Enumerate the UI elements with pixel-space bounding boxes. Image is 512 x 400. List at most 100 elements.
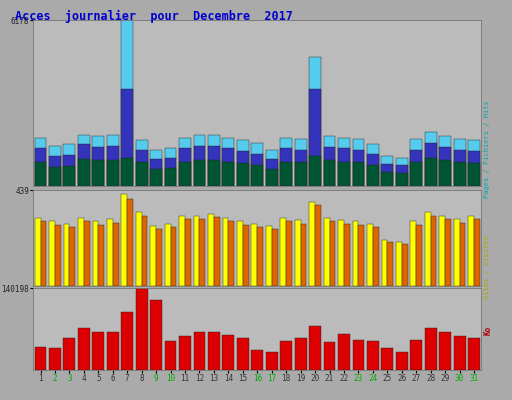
Bar	[315, 205, 321, 286]
Bar	[324, 218, 330, 286]
Bar	[121, 194, 127, 286]
Bar	[454, 336, 465, 370]
Bar	[258, 227, 263, 286]
Bar	[266, 150, 278, 186]
Bar	[439, 216, 445, 286]
Bar	[208, 332, 220, 370]
Bar	[165, 341, 177, 370]
Bar	[70, 227, 75, 286]
Bar	[330, 222, 335, 286]
Bar	[396, 352, 408, 370]
Bar	[223, 218, 228, 286]
Bar	[295, 139, 307, 186]
Bar	[179, 162, 191, 186]
Bar	[237, 222, 243, 286]
Bar	[338, 220, 344, 286]
Bar	[194, 332, 205, 370]
Bar	[266, 352, 278, 370]
Bar	[381, 348, 393, 370]
Bar	[425, 212, 431, 286]
Bar	[107, 146, 119, 186]
Bar	[156, 229, 162, 286]
Bar	[222, 138, 234, 186]
Bar	[208, 135, 220, 186]
Bar	[272, 229, 278, 286]
Bar	[179, 148, 191, 186]
Text: Acces  journalier  pour  Decembre  2017: Acces journalier pour Decembre 2017	[15, 10, 293, 23]
Bar	[425, 328, 437, 370]
Bar	[281, 218, 286, 286]
Bar	[208, 146, 220, 186]
Bar	[228, 222, 234, 286]
Bar	[324, 342, 335, 370]
Bar	[92, 136, 104, 186]
Bar	[454, 150, 465, 186]
Bar	[445, 219, 451, 286]
Bar	[251, 350, 263, 370]
Bar	[280, 138, 292, 186]
Bar	[353, 162, 365, 186]
Bar	[353, 222, 358, 286]
Bar	[338, 334, 350, 370]
Bar	[251, 165, 263, 186]
Bar	[63, 338, 75, 370]
Bar	[425, 143, 437, 186]
Bar	[113, 222, 119, 286]
Bar	[208, 160, 220, 186]
Bar	[151, 226, 156, 286]
Bar	[222, 148, 234, 186]
Bar	[107, 332, 119, 370]
Bar	[468, 338, 480, 370]
Bar	[194, 135, 205, 186]
Bar	[127, 198, 133, 286]
Bar	[251, 224, 258, 286]
Bar	[460, 222, 465, 286]
Bar	[338, 138, 350, 186]
Bar	[200, 219, 205, 286]
Bar	[295, 338, 307, 370]
Bar	[136, 140, 147, 186]
Bar	[410, 340, 422, 370]
Bar	[136, 288, 147, 370]
Bar	[165, 168, 177, 186]
Bar	[78, 135, 90, 186]
Bar	[353, 150, 365, 186]
Bar	[309, 156, 321, 186]
Bar	[237, 140, 249, 186]
Bar	[353, 340, 365, 370]
Bar	[338, 162, 350, 186]
Bar	[474, 219, 480, 286]
Bar	[396, 165, 408, 186]
Bar	[367, 341, 379, 370]
Bar	[266, 226, 272, 286]
Bar	[309, 89, 321, 186]
Bar	[309, 202, 315, 286]
Bar	[78, 328, 90, 370]
Bar	[35, 218, 40, 286]
Bar	[439, 136, 451, 186]
Bar	[295, 220, 301, 286]
Bar	[468, 151, 480, 186]
Bar	[410, 139, 422, 186]
Bar	[40, 222, 46, 286]
Bar	[373, 227, 379, 286]
Bar	[150, 159, 162, 186]
Bar	[416, 225, 422, 286]
Bar	[49, 348, 61, 370]
Bar	[439, 160, 451, 186]
Bar	[214, 217, 220, 286]
Bar	[454, 139, 465, 186]
Bar	[93, 222, 98, 286]
Bar	[55, 225, 61, 286]
Bar	[107, 135, 119, 186]
Bar	[396, 242, 402, 286]
Bar	[194, 216, 200, 286]
Bar	[286, 222, 292, 286]
Bar	[353, 139, 365, 186]
Bar	[324, 147, 335, 186]
Bar	[309, 57, 321, 186]
Bar	[295, 150, 307, 186]
Bar	[121, 89, 133, 186]
Bar	[295, 162, 307, 186]
Bar	[237, 338, 249, 370]
